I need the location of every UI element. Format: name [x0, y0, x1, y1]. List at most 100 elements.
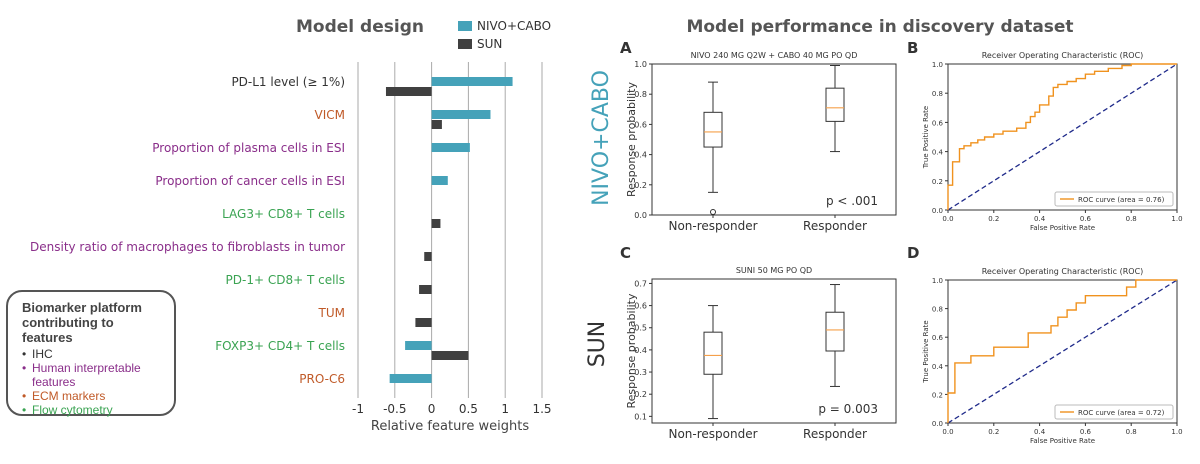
- x-category-label: Non-responder: [668, 427, 757, 441]
- feature-label: Proportion of cancer cells in ESI: [155, 174, 345, 188]
- x-axis-label: False Positive Rate: [1030, 224, 1095, 232]
- feature-label: Proportion of plasma cells in ESI: [152, 141, 345, 155]
- y-axis-label: Response probability: [625, 293, 638, 409]
- legend-swatch: [458, 21, 472, 31]
- y-tick-label: 0.1: [634, 412, 647, 421]
- legend-swatch: [458, 39, 472, 49]
- y-tick-label: 0.4: [634, 151, 647, 160]
- y-tick-label: 0.8: [932, 90, 943, 98]
- feature-label: VICM: [315, 108, 345, 122]
- y-tick-label: 1.0: [932, 61, 943, 69]
- p-value-annotation: p < .001: [826, 194, 878, 208]
- biomarker-legend-label: Human interpretable features: [32, 361, 141, 389]
- box: [703, 331, 723, 375]
- feature-label: PRO-C6: [299, 372, 345, 386]
- panel-letter-d: D: [907, 244, 919, 262]
- biomarker-legend-title: Biomarker platform contributing to featu…: [22, 300, 142, 345]
- feature-label: FOXP3+ CD4+ T cells: [215, 339, 345, 353]
- bar-nivo-cabo: [389, 374, 432, 383]
- x-tick-label: 1.0: [1171, 428, 1182, 436]
- box: [825, 87, 845, 122]
- bar-nivo-cabo: [431, 110, 491, 119]
- roc-diagonal: [947, 63, 1178, 211]
- legend-series-label: NIVO+CABO: [477, 19, 551, 33]
- biomarker-legend-label: ECM markers: [32, 389, 106, 403]
- biomarker-legend-label: IHC: [32, 347, 53, 361]
- bullet-icon: •: [22, 361, 27, 375]
- plot-frame: [947, 279, 1178, 424]
- y-tick-label: 1.0: [932, 277, 943, 285]
- x-category-label: Non-responder: [668, 219, 757, 233]
- roc-diagonal: [947, 279, 1178, 424]
- x-tick-label: 0.5: [459, 402, 478, 416]
- y-tick-label: 0.4: [932, 149, 944, 157]
- y-tick-label: 0.6: [932, 119, 944, 127]
- y-tick-label: 0.6: [634, 120, 647, 129]
- roc-curve: [947, 279, 1177, 423]
- x-tick-label: 0.0: [942, 215, 953, 223]
- feature-label: LAG3+ CD8+ T cells: [222, 207, 345, 221]
- row-label-nivo-cabo: NIVO+CABO: [589, 70, 614, 206]
- row-label-sun: SUN: [585, 321, 610, 368]
- bullet-icon: •: [22, 389, 27, 403]
- y-tick-label: 0.6: [634, 302, 647, 311]
- y-tick-label: 0.4: [932, 363, 944, 371]
- legend-series-label: SUN: [477, 37, 502, 51]
- x-axis-label: Relative feature weights: [371, 419, 529, 434]
- box: [703, 111, 723, 148]
- heading-model-performance: Model performance in discovery dataset: [686, 17, 1073, 37]
- x-category-label: Responder: [803, 219, 867, 233]
- y-tick-label: 0.2: [932, 391, 943, 399]
- x-tick-label: 0.8: [1126, 428, 1137, 436]
- roc-legend-box: [1054, 404, 1174, 420]
- biomarker-legend-items: • IHC • Human interpretable features • ECM ma…: [22, 347, 164, 417]
- x-category-label: Responder: [803, 427, 867, 441]
- roc-legend-label: ROC curve (area = 0.72): [1078, 409, 1165, 417]
- biomarker-legend-item: • IHC: [22, 347, 164, 361]
- bar-sun: [431, 219, 441, 228]
- box: [825, 311, 845, 352]
- plot-frame: [947, 63, 1178, 211]
- y-tick-label: 0.7: [634, 279, 647, 288]
- bullet-icon: •: [22, 347, 27, 361]
- y-tick-label: 1.0: [634, 60, 647, 69]
- feature-label: PD-1+ CD8+ T cells: [226, 273, 345, 287]
- x-tick-label: -1: [352, 402, 364, 416]
- bar-sun: [415, 318, 432, 327]
- y-tick-label: 0.0: [932, 420, 943, 428]
- panel-letter-a: A: [620, 39, 632, 57]
- biomarker-legend-item: • ECM markers: [22, 389, 164, 403]
- bar-sun: [431, 120, 442, 129]
- y-tick-label: 0.2: [634, 390, 647, 399]
- biomarker-legend-item: • Flow cytometry: [22, 403, 164, 417]
- box-plot-title: NIVO 240 MG Q2W + CABO 40 MG PO QD: [691, 51, 858, 60]
- panel-letter-b: B: [907, 39, 918, 57]
- bar-nivo-cabo: [431, 143, 470, 152]
- y-tick-label: 0.0: [634, 211, 647, 220]
- y-tick-label: 0.0: [932, 207, 943, 215]
- x-axis-label: False Positive Rate: [1030, 437, 1095, 445]
- bar-nivo-cabo: [431, 176, 448, 185]
- biomarker-legend: Biomarker platform contributing to featu…: [6, 290, 176, 417]
- x-tick-label: 0.6: [1080, 215, 1092, 223]
- x-tick-label: 0.0: [942, 428, 953, 436]
- y-tick-label: 0.6: [932, 334, 944, 342]
- biomarker-legend-label: Flow cytometry: [32, 403, 113, 417]
- feature-label: TUM: [318, 306, 345, 320]
- y-tick-label: 0.5: [634, 324, 647, 333]
- x-tick-label: 0.4: [1034, 428, 1046, 436]
- x-tick-label: 0.6: [1080, 428, 1092, 436]
- plot-frame: [651, 63, 897, 216]
- y-tick-label: 0.8: [634, 90, 647, 99]
- x-tick-label: 0.2: [988, 215, 999, 223]
- y-axis-label: True Positive Rate: [922, 106, 930, 169]
- x-tick-label: 0.8: [1126, 215, 1137, 223]
- y-tick-label: 0.8: [932, 306, 943, 314]
- outlier-point: [710, 208, 716, 215]
- bar-nivo-cabo: [405, 341, 432, 350]
- roc-legend-label: ROC curve (area = 0.76): [1078, 196, 1165, 204]
- y-axis-label: Response probability: [625, 82, 638, 198]
- x-tick-label: 1.0: [1171, 215, 1182, 223]
- plot-frame: [651, 278, 897, 424]
